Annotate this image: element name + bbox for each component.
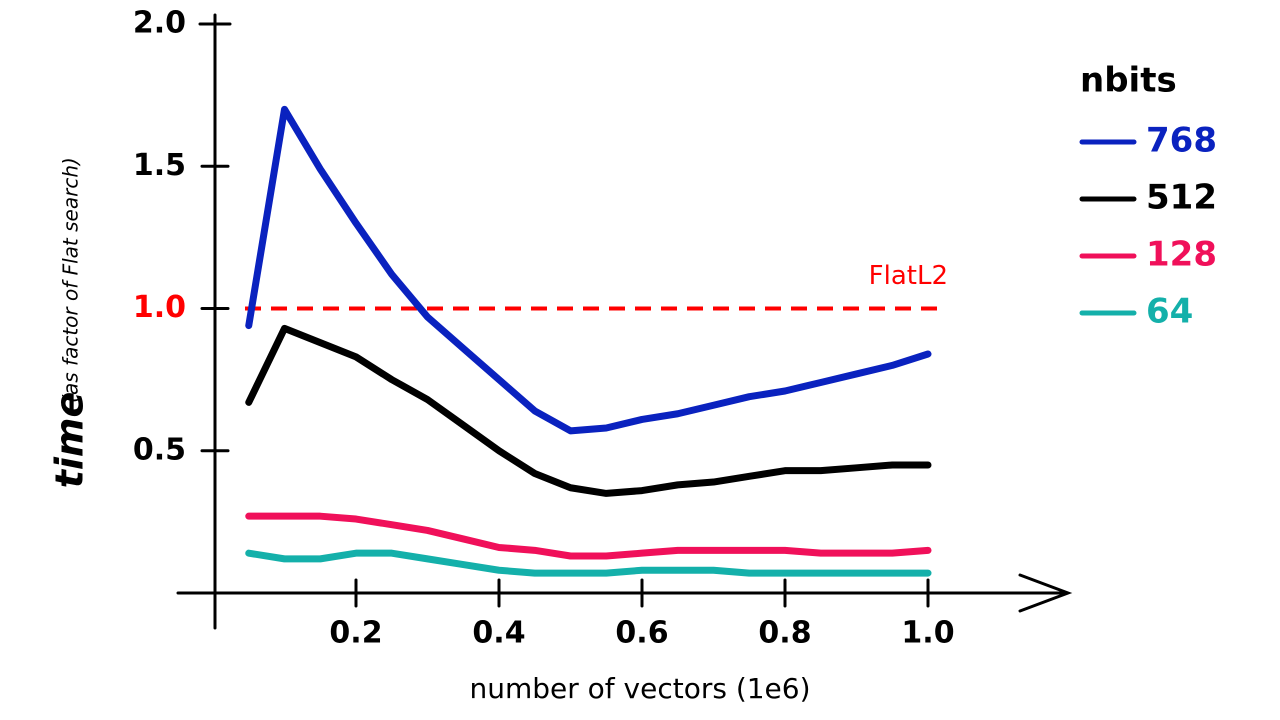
y-axis-label: time (48, 392, 92, 489)
legend-label: 128 (1146, 235, 1217, 275)
y-tick-label: 1.0 (133, 290, 186, 325)
reference-label: FlatL2 (869, 261, 948, 291)
series-line (245, 549, 932, 577)
series-line (245, 324, 932, 497)
x-tick-label: 1.0 (901, 616, 954, 651)
x-tick-label: 0.6 (615, 616, 668, 651)
x-tick-label: 0.8 (758, 616, 811, 651)
y-tick-label: 1.5 (133, 148, 186, 183)
y-tick-label: 0.5 (133, 432, 186, 467)
y-axis-title: time (as factor of Flat search) (48, 157, 92, 488)
y-tick-label: 2.0 (133, 6, 186, 41)
legend-title: nbits (1080, 61, 1177, 101)
x-axis-arrow (1018, 573, 1073, 613)
series-line (245, 512, 932, 560)
y-axis-note: (as factor of Flat search) (59, 157, 83, 403)
legend-label: 512 (1146, 178, 1217, 218)
x-tick-label: 0.2 (329, 616, 382, 651)
series-line (245, 105, 932, 435)
x-axis-label: number of vectors (1e6) (469, 672, 810, 705)
x-tick-label: 0.4 (472, 616, 525, 651)
legend-label: 64 (1146, 292, 1193, 332)
legend-label: 768 (1146, 121, 1217, 161)
